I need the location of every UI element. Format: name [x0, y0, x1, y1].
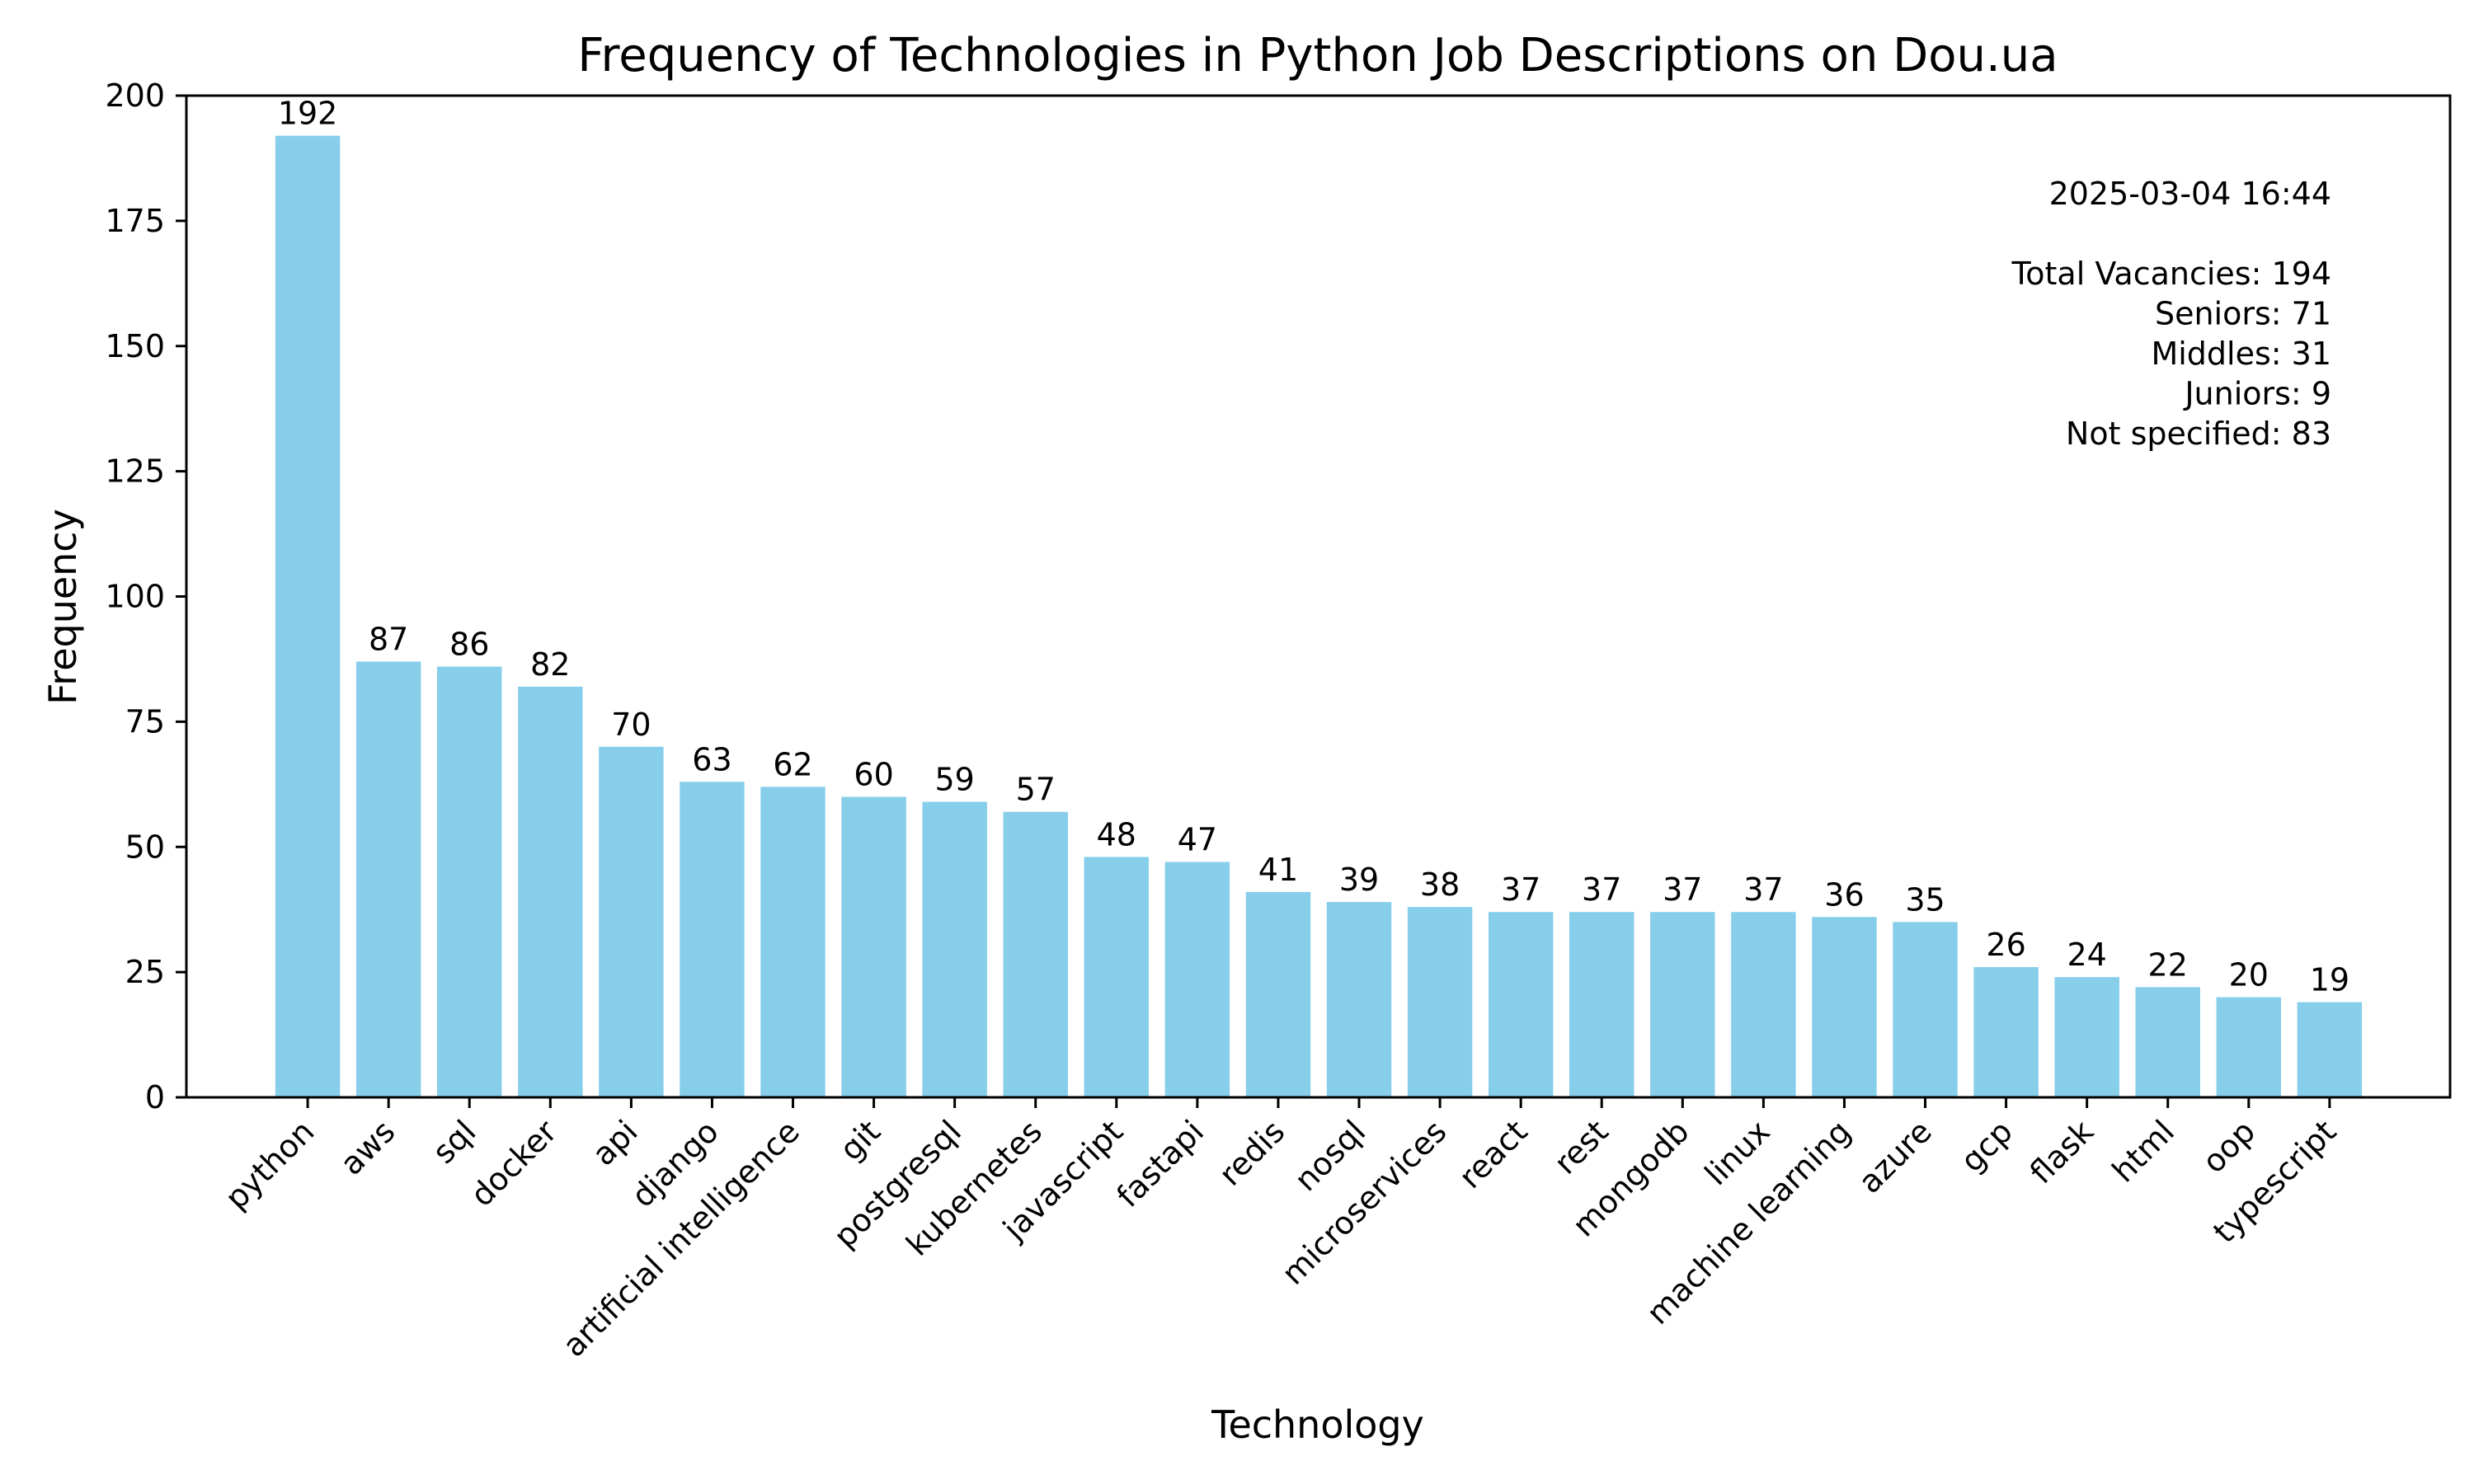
- bar-rest: [1569, 912, 1634, 1097]
- x-tick-label: docker: [463, 1113, 564, 1214]
- bar-value-label: 35: [1905, 881, 1945, 918]
- bar-value-label: 63: [692, 741, 731, 777]
- bar-value-label: 20: [2229, 957, 2269, 993]
- bar-value-label: 26: [1986, 927, 2025, 963]
- bar-value-label: 36: [1824, 876, 1864, 913]
- bar-value-label: 22: [2148, 946, 2188, 983]
- x-tick-label: flask: [2023, 1113, 2100, 1190]
- bar-nosql: [1326, 902, 1392, 1097]
- bar-react: [1488, 912, 1554, 1097]
- y-tick-label: 50: [125, 829, 165, 865]
- y-tick-label: 25: [125, 954, 165, 990]
- bar-value-label: 62: [773, 746, 812, 782]
- bar-value-labels: 192 87 86 82 70 63 62 60 59 57 48 47 41 39 38 37 37 37 37 3…: [278, 96, 2349, 998]
- bar-value-label: 37: [1582, 871, 1621, 908]
- bar-javascript: [1084, 857, 1150, 1097]
- x-tick-label: aws: [333, 1113, 402, 1182]
- x-tick-label: oop: [2195, 1113, 2262, 1180]
- y-tick-label: 150: [105, 328, 165, 364]
- bar-value-label: 37: [1663, 871, 1702, 908]
- bar-value-label: 19: [2310, 962, 2349, 998]
- bar-redis: [1245, 891, 1311, 1097]
- bar-value-label: 59: [934, 762, 974, 798]
- y-tick-label: 125: [105, 453, 165, 490]
- x-tick-label: gcp: [1954, 1113, 2020, 1179]
- y-axis: 0 25 50 75 100 125 150 175 200: [105, 77, 186, 1115]
- x-tick-label: python: [218, 1113, 321, 1216]
- bar-docker: [518, 686, 583, 1097]
- bar-value-label: 24: [2067, 937, 2106, 973]
- y-tick-label: 100: [105, 579, 165, 615]
- y-tick-label: 75: [125, 703, 165, 740]
- plot-frame: [185, 94, 2452, 1099]
- bar-azure: [1893, 922, 1958, 1097]
- bar-value-label: 87: [369, 621, 408, 657]
- bar-html: [2135, 987, 2200, 1097]
- bar-value-label: 37: [1743, 871, 1783, 908]
- x-tick-label: git: [833, 1113, 887, 1167]
- bar-oop: [2216, 997, 2282, 1097]
- bar-value-label: 70: [611, 707, 651, 743]
- x-tick-label: sql: [426, 1113, 483, 1171]
- bar-value-label: 41: [1258, 852, 1298, 888]
- bar-value-label: 57: [1016, 772, 1056, 808]
- annotation-line: Seniors: 71: [2155, 296, 2331, 332]
- bar-value-label: 39: [1339, 862, 1379, 898]
- bar-mongodb: [1650, 912, 1715, 1097]
- x-tick-label: api: [586, 1113, 645, 1172]
- bar-machine-learning: [1812, 917, 1877, 1097]
- annotation-line: 2025-03-04 16:44: [2049, 176, 2331, 212]
- x-tick-label: redis: [1212, 1113, 1292, 1193]
- bar-kubernetes: [1003, 811, 1068, 1097]
- bar-postgresql: [922, 801, 987, 1097]
- summary-annotation: 2025-03-04 16:44 Total Vacancies: 194 Seni…: [2011, 176, 2331, 452]
- bar-api: [599, 746, 664, 1097]
- bar-git: [841, 796, 906, 1097]
- bar-value-label: 48: [1097, 816, 1136, 852]
- bar-aws: [355, 661, 421, 1097]
- bar-django: [680, 782, 745, 1097]
- bar-value-label: 86: [449, 627, 489, 663]
- chart-title: Frequency of Technologies in Python Job …: [577, 29, 2058, 82]
- y-axis-label: Frequency: [40, 509, 85, 705]
- bar-typescript: [2297, 1002, 2363, 1097]
- bar-linux: [1731, 912, 1796, 1097]
- x-tick-label: react: [1452, 1113, 1535, 1195]
- x-tick-label: fastapi: [1110, 1113, 1211, 1214]
- bar-python: [275, 135, 341, 1098]
- y-tick-label: 175: [105, 203, 165, 239]
- bar-microservices: [1407, 907, 1473, 1097]
- bar-value-label: 38: [1420, 866, 1460, 903]
- bar-value-label: 47: [1178, 821, 1217, 857]
- annotation-line: Juniors: 9: [2183, 376, 2331, 412]
- x-tick-label: azure: [1851, 1113, 1939, 1200]
- x-tick-label: rest: [1547, 1113, 1616, 1181]
- annotation-line: Not specified: 83: [2066, 416, 2331, 452]
- y-tick-label: 200: [105, 77, 165, 114]
- bar-gcp: [1973, 967, 2039, 1097]
- annotation-line: Middles: 31: [2151, 336, 2331, 372]
- bar-fastapi: [1164, 862, 1230, 1097]
- bar-value-label: 192: [278, 96, 338, 132]
- bar-value-label: 82: [530, 646, 570, 683]
- bar-value-label: 37: [1501, 871, 1540, 908]
- x-axis-label: Technology: [1211, 1402, 1424, 1447]
- bar-flask: [2054, 977, 2119, 1097]
- y-tick-label: 0: [145, 1079, 165, 1115]
- x-tick-label: html: [2105, 1113, 2181, 1189]
- bar-value-label: 60: [854, 757, 893, 793]
- bar-sql: [437, 666, 502, 1097]
- bar-artificial-intelligence: [760, 787, 825, 1097]
- annotation-line: Total Vacancies: 194: [2011, 256, 2331, 292]
- bars-group: [275, 135, 2363, 1098]
